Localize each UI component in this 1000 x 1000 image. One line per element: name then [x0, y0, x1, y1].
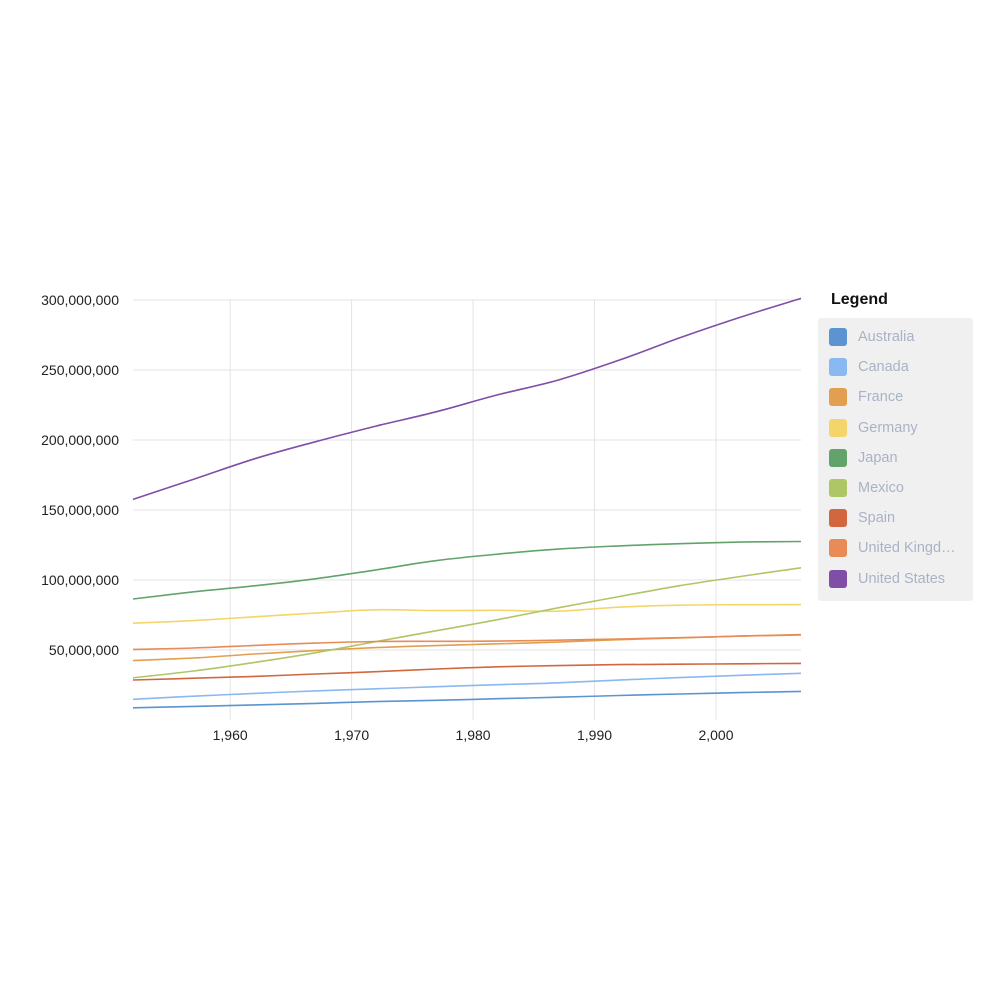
series-line-australia	[132, 690, 802, 709]
series-line-united-states	[132, 297, 802, 501]
legend-item-germany[interactable]: Germany	[829, 418, 918, 438]
legend-swatch	[829, 479, 847, 497]
legend-swatch	[829, 418, 847, 437]
legend-item-japan[interactable]: Japan	[829, 448, 898, 468]
y-tick-label: 250,000,000	[41, 362, 119, 378]
legend-item-australia[interactable]: Australia	[829, 327, 914, 347]
legend-label: Germany	[858, 419, 918, 436]
legend-item-united-states[interactable]: United States	[829, 569, 945, 589]
legend-label: France	[858, 389, 904, 406]
series-line-mexico	[132, 567, 802, 679]
x-tick-label: 2,000	[698, 727, 733, 743]
series-line-united-kingd	[132, 634, 802, 651]
series-lines	[132, 297, 802, 709]
series-line-canada	[132, 672, 802, 701]
legend-item-canada[interactable]: Canada	[829, 357, 909, 377]
legend-item-mexico[interactable]: Mexico	[829, 478, 904, 498]
series-line-germany	[132, 603, 802, 624]
series-line-spain	[132, 662, 802, 681]
legend-swatch	[829, 328, 847, 346]
x-tick-label: 1,990	[577, 727, 612, 743]
legend-swatch	[829, 569, 847, 588]
legend-label: Australia	[858, 329, 915, 345]
legend-swatch	[829, 388, 847, 407]
x-tick-label: 1,970	[334, 727, 369, 743]
legend-swatch	[829, 358, 847, 377]
series-line-france	[132, 633, 802, 662]
legend-swatch	[829, 448, 847, 467]
grid-lines	[133, 299, 801, 720]
y-tick-label: 200,000,000	[41, 432, 119, 448]
legend-item-united-kingd[interactable]: United Kingd…	[829, 538, 956, 558]
y-tick-label: 150,000,000	[41, 502, 119, 518]
legend-item-spain[interactable]: Spain	[829, 508, 895, 528]
legend-swatch	[829, 539, 847, 558]
series-line-japan	[132, 540, 802, 600]
legend-label: Japan	[858, 449, 898, 466]
y-tick-label: 100,000,000	[41, 572, 119, 588]
legend-label: Canada	[858, 359, 909, 376]
legend-label: Mexico	[858, 480, 904, 496]
y-axis-tick-labels: 50,000,000 100,000,000 150,000,000 200,000,…	[41, 292, 119, 658]
x-tick-label: 1,980	[456, 727, 491, 743]
x-axis-tick-labels: 1,960 1,970 1,980 1,990 2,000	[213, 727, 734, 743]
legend-item-france[interactable]: France	[829, 387, 903, 407]
legend-label: United Kingd…	[858, 540, 956, 557]
y-tick-label: 300,000,000	[41, 292, 119, 308]
x-tick-label: 1,960	[213, 727, 248, 743]
legend-swatch	[829, 509, 847, 528]
legend-title: Legend	[831, 291, 888, 308]
legend-label: United States	[858, 570, 946, 587]
y-tick-label: 50,000,000	[49, 642, 119, 658]
legend-label: Spain	[858, 510, 896, 527]
